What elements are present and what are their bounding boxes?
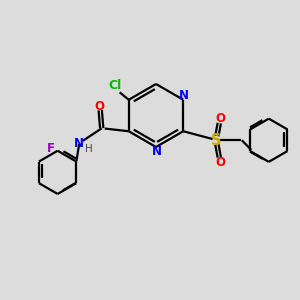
Text: S: S <box>211 133 221 148</box>
Text: O: O <box>215 156 225 169</box>
Text: N: N <box>179 89 189 102</box>
Text: Cl: Cl <box>108 79 121 92</box>
Text: O: O <box>215 112 225 124</box>
Text: N: N <box>74 137 84 150</box>
Text: F: F <box>47 142 55 155</box>
Text: H: H <box>85 144 93 154</box>
Text: N: N <box>152 145 162 158</box>
Text: O: O <box>94 100 104 112</box>
